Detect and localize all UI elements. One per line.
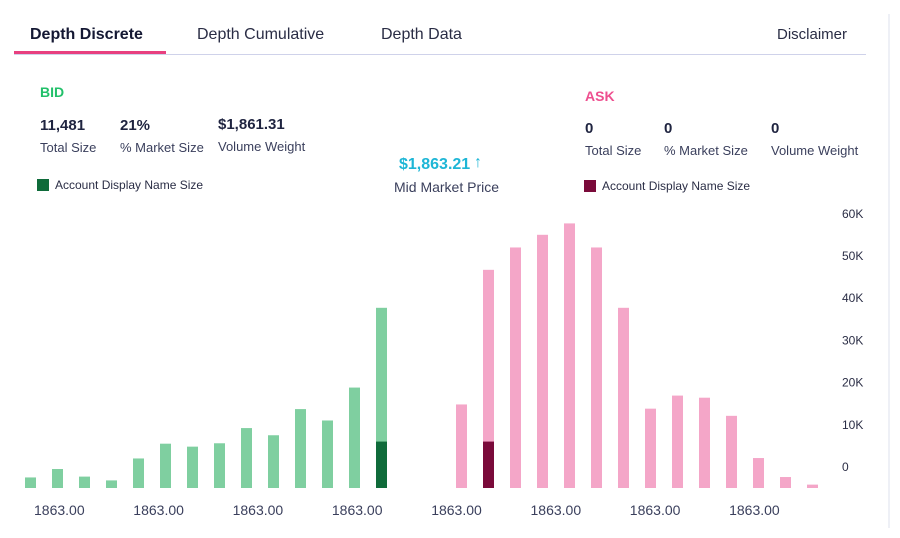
bid-bar xyxy=(133,458,144,488)
bid-total-size-value: 11,481 xyxy=(40,117,86,134)
x-tick-label: 1863.00 xyxy=(630,502,681,518)
y-tick-label: 60K xyxy=(842,207,863,221)
bid-bar xyxy=(295,409,306,488)
y-tick-label: 50K xyxy=(842,249,863,263)
bid-volume-weight-value: $1,861.31 xyxy=(218,116,285,133)
x-tick-label: 1863.00 xyxy=(332,502,383,518)
ask-legend-swatch xyxy=(584,180,596,192)
bid-bar xyxy=(160,443,171,488)
ask-bar xyxy=(672,395,683,488)
bid-title: BID xyxy=(40,84,65,100)
y-tick-label: 10K xyxy=(842,418,863,432)
bid-bar xyxy=(268,435,279,488)
ask-volume-weight-value: 0 xyxy=(771,120,780,137)
bid-bar xyxy=(241,428,252,488)
tab-depth-cumulative[interactable]: Depth Cumulative xyxy=(197,26,325,43)
ask-bar xyxy=(807,484,818,488)
ask-total-size-value: 0 xyxy=(585,120,594,137)
ask-title: ASK xyxy=(585,88,615,104)
bid-market-size-label: % Market Size xyxy=(120,140,204,155)
x-tick-label: 1863.00 xyxy=(729,502,780,518)
active-tab-indicator xyxy=(14,51,166,54)
bid-bar xyxy=(322,420,333,488)
y-tick-label: 40K xyxy=(842,291,863,305)
x-tick-label: 1863.00 xyxy=(531,502,582,518)
x-tick-label: 1863.00 xyxy=(34,502,85,518)
ask-bar xyxy=(510,247,521,488)
ask-bar xyxy=(537,234,548,488)
bid-bar xyxy=(187,446,198,488)
ask-legend-label: Account Display Name Size xyxy=(602,179,751,193)
bid-bar xyxy=(106,480,117,488)
ask-bar xyxy=(645,408,656,488)
bid-legend-swatch xyxy=(37,179,49,191)
x-tick-label: 1863.00 xyxy=(233,502,284,518)
mid-market-label: Mid Market Price xyxy=(394,179,500,195)
x-tick-label: 1863.00 xyxy=(431,502,482,518)
ask-account-bar xyxy=(483,441,494,488)
tab-bar: Depth Discrete Depth Cumulative Depth Da… xyxy=(14,0,866,55)
ask-market-size-label: % Market Size xyxy=(664,143,748,158)
ask-bar xyxy=(564,223,575,488)
bid-market-size-value: 21% xyxy=(120,117,151,134)
x-tick-label: 1863.00 xyxy=(133,502,184,518)
ask-bar xyxy=(618,307,629,488)
y-tick-label: 30K xyxy=(842,333,863,347)
bid-bar xyxy=(349,387,360,488)
bid-volume-weight-label: Volume Weight xyxy=(218,139,306,154)
ask-bar xyxy=(591,247,602,488)
tab-depth-discrete[interactable]: Depth Discrete xyxy=(30,26,143,43)
bid-bar xyxy=(214,443,225,488)
ask-market-size-value: 0 xyxy=(664,120,673,137)
ask-bar xyxy=(483,269,494,488)
ask-volume-weight-label: Volume Weight xyxy=(771,143,859,158)
arrow-up-icon: ↑ xyxy=(474,154,482,171)
ask-bar xyxy=(699,397,710,488)
bid-bar xyxy=(79,476,90,488)
ask-total-size-label: Total Size xyxy=(585,143,642,158)
y-tick-label: 20K xyxy=(842,376,863,390)
tab-depth-data[interactable]: Depth Data xyxy=(381,26,462,43)
bid-total-size-label: Total Size xyxy=(40,140,97,155)
bid-legend-label: Account Display Name Size xyxy=(55,178,204,192)
disclaimer-link[interactable]: Disclaimer xyxy=(777,26,848,43)
panel-edge xyxy=(888,14,890,528)
ask-bar xyxy=(753,458,764,488)
bid-bar xyxy=(376,307,387,488)
ask-bar xyxy=(456,404,467,488)
bid-bar xyxy=(52,469,63,488)
bid-bar xyxy=(25,477,36,488)
ask-bar xyxy=(780,477,791,488)
ask-bar xyxy=(726,415,737,488)
mid-market-price: $1,863.21 xyxy=(399,156,471,173)
bid-account-bar xyxy=(376,441,387,488)
y-tick-label: 0 xyxy=(842,460,849,474)
